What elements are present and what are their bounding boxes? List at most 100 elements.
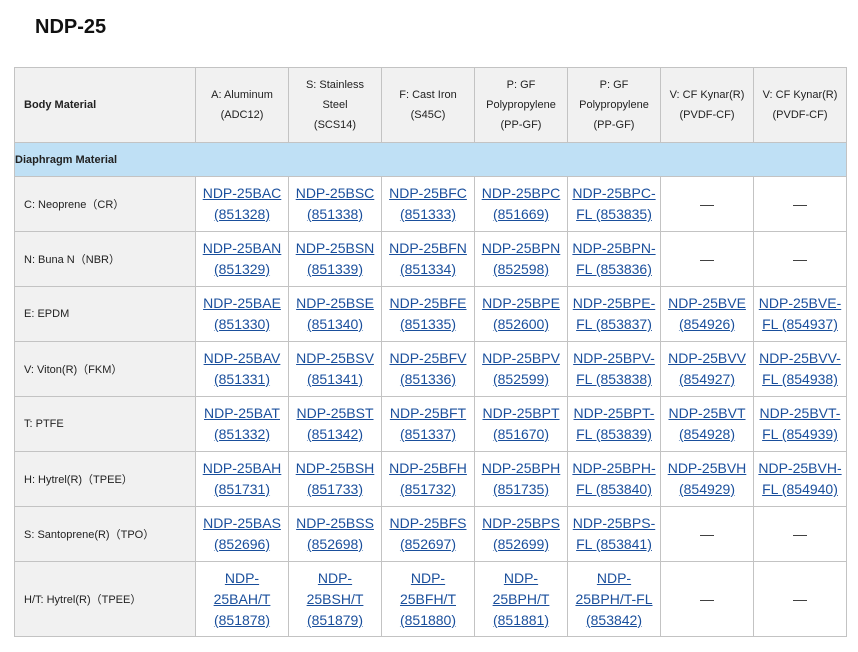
product-link-line[interactable]: (851670): [492, 426, 550, 442]
product-link-line[interactable]: (851332): [213, 426, 271, 442]
product-link[interactable]: NDP-25BPC- FL (853835): [572, 183, 655, 225]
product-link[interactable]: NDP- 25BPH/T (851881): [493, 568, 550, 631]
product-link-line[interactable]: (851735): [492, 481, 550, 497]
product-link-line[interactable]: (851340): [306, 316, 364, 332]
product-link-line[interactable]: NDP-25BPS: [482, 515, 560, 531]
product-link-line[interactable]: (851733): [306, 481, 364, 497]
product-link-line[interactable]: NDP-25BPT-: [573, 405, 655, 421]
product-link[interactable]: NDP-25BPS- FL (853841): [573, 513, 655, 555]
product-link-line[interactable]: (851880): [399, 611, 457, 628]
product-link-line[interactable]: (854928): [678, 426, 736, 442]
product-link-line[interactable]: NDP-25BFH: [389, 460, 467, 476]
product-link-line[interactable]: NDP-25BPV: [482, 350, 560, 366]
product-link[interactable]: NDP-25BAC (851328): [203, 183, 282, 225]
product-link-line[interactable]: NDP-: [596, 569, 632, 586]
product-link[interactable]: NDP-25BAE (851330): [203, 293, 281, 335]
product-link-line[interactable]: FL (853837): [576, 316, 652, 332]
product-link-line[interactable]: NDP-25BSV: [296, 350, 374, 366]
product-link-line[interactable]: (854926): [678, 316, 736, 332]
product-link-line[interactable]: NDP-25BST: [296, 405, 374, 421]
product-link-line[interactable]: NDP-25BAC: [202, 185, 282, 201]
product-link-line[interactable]: NDP-25BSC: [295, 185, 375, 201]
product-link[interactable]: NDP-25BAS (852696): [203, 513, 281, 555]
product-link-line[interactable]: (851329): [213, 261, 271, 277]
product-link[interactable]: NDP-25BFC (851333): [389, 183, 467, 225]
product-link-line[interactable]: 25BPH/T: [492, 590, 550, 607]
product-link[interactable]: NDP-25BSS (852698): [296, 513, 374, 555]
product-link-line[interactable]: NDP-25BSN: [295, 240, 375, 256]
product-link-line[interactable]: 25BFH/T: [399, 590, 456, 607]
product-link-line[interactable]: FL (854940): [762, 481, 838, 497]
product-link-line[interactable]: NDP-25BAE: [203, 295, 281, 311]
product-link[interactable]: NDP-25BPC (851669): [482, 183, 561, 225]
product-link-line[interactable]: NDP-25BPN-: [572, 240, 656, 256]
product-link-line[interactable]: (852598): [492, 261, 550, 277]
product-link[interactable]: NDP- 25BSH/T (851879): [307, 568, 364, 631]
product-link-line[interactable]: NDP-25BFT: [389, 405, 467, 421]
product-link[interactable]: NDP-25BPE (852600): [482, 293, 560, 335]
product-link-line[interactable]: NDP-25BVT: [668, 405, 746, 421]
product-link-line[interactable]: NDP-25BAS: [203, 515, 281, 531]
product-link[interactable]: NDP-25BPH- FL (853840): [572, 458, 655, 500]
product-link-line[interactable]: NDP-25BAT: [204, 405, 280, 421]
product-link[interactable]: NDP-25BPE- FL (853837): [573, 293, 655, 335]
product-link-line[interactable]: FL (853836): [576, 261, 652, 277]
product-link-line[interactable]: FL (853841): [576, 536, 652, 552]
product-link-line[interactable]: (851328): [213, 206, 271, 222]
product-link[interactable]: NDP-25BVV- FL (854938): [759, 348, 841, 390]
product-link[interactable]: NDP-25BPN (852598): [482, 238, 561, 280]
product-link-line[interactable]: FL (853839): [576, 426, 652, 442]
product-link-line[interactable]: (851669): [492, 206, 550, 222]
product-link-line[interactable]: FL (853838): [576, 371, 652, 387]
product-link[interactable]: NDP-25BPN- FL (853836): [572, 238, 655, 280]
product-link-line[interactable]: (854929): [678, 481, 736, 497]
product-link-line[interactable]: (852696): [213, 536, 271, 552]
product-link-line[interactable]: FL (854939): [762, 426, 838, 442]
product-link-line[interactable]: FL (854937): [762, 316, 838, 332]
product-link-line[interactable]: NDP-25BVT-: [759, 405, 841, 421]
product-link[interactable]: NDP-25BSH (851733): [296, 458, 375, 500]
product-link-line[interactable]: (852699): [492, 536, 550, 552]
product-link[interactable]: NDP-25BSV (851341): [296, 348, 374, 390]
product-link[interactable]: NDP- 25BAH/T (851878): [214, 568, 271, 631]
product-link[interactable]: NDP-25BVH- FL (854940): [758, 458, 841, 500]
product-link[interactable]: NDP-25BSC (851338): [296, 183, 375, 225]
product-link-line[interactable]: (851339): [306, 261, 364, 277]
product-link-line[interactable]: NDP-25BPH-: [572, 460, 656, 476]
product-link-line[interactable]: NDP-25BVE: [668, 295, 746, 311]
product-link-line[interactable]: (852599): [492, 371, 550, 387]
product-link-line[interactable]: NDP-: [410, 569, 446, 586]
product-link[interactable]: NDP-25BFE (851335): [389, 293, 466, 335]
product-link[interactable]: NDP-25BPT (851670): [482, 403, 559, 445]
product-link-line[interactable]: (851732): [399, 481, 457, 497]
product-link-line[interactable]: NDP-25BPS-: [572, 515, 656, 531]
product-link-line[interactable]: (851336): [399, 371, 457, 387]
product-link-line[interactable]: (851330): [213, 316, 271, 332]
product-link-line[interactable]: 25BSH/T: [306, 590, 364, 607]
product-link-line[interactable]: NDP-25BPC: [481, 185, 561, 201]
product-link-line[interactable]: (851337): [399, 426, 457, 442]
product-link[interactable]: NDP-25BPS (852699): [482, 513, 560, 555]
product-link-line[interactable]: NDP-25BAV: [203, 350, 281, 366]
product-link-line[interactable]: (854927): [678, 371, 736, 387]
product-link[interactable]: NDP-25BPH (851735): [482, 458, 561, 500]
product-link-line[interactable]: NDP-25BPH: [481, 460, 561, 476]
product-link-line[interactable]: (852600): [492, 316, 550, 332]
product-link-line[interactable]: (851331): [213, 371, 271, 387]
product-link[interactable]: NDP-25BFV (851336): [389, 348, 466, 390]
product-link-line[interactable]: 25BAH/T: [213, 590, 271, 607]
product-link[interactable]: NDP-25BFS (852697): [389, 513, 466, 555]
product-link[interactable]: NDP- 25BPH/T-FL (853842): [575, 568, 652, 631]
product-link-line[interactable]: (851333): [399, 206, 457, 222]
product-link[interactable]: NDP-25BVV (854927): [668, 348, 746, 390]
product-link-line[interactable]: (851878): [213, 611, 271, 628]
product-link-line[interactable]: NDP-25BAN: [202, 240, 282, 256]
product-link-line[interactable]: (851881): [492, 611, 550, 628]
product-link-line[interactable]: NDP-25BVH: [667, 460, 747, 476]
product-link-line[interactable]: NDP-: [503, 569, 539, 586]
product-link[interactable]: NDP-25BVT (854928): [668, 403, 745, 445]
product-link[interactable]: NDP-25BVH (854929): [668, 458, 747, 500]
product-link-line[interactable]: NDP-25BPE-: [572, 295, 656, 311]
product-link-line[interactable]: (851335): [399, 316, 457, 332]
product-link-line[interactable]: NDP-25BSE: [296, 295, 374, 311]
